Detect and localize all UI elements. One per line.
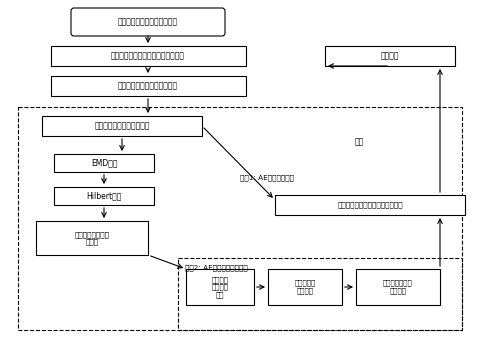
Text: 声发射信号小波分解与重构: 声发射信号小波分解与重构 bbox=[94, 121, 150, 131]
Text: EMD分解: EMD分解 bbox=[91, 158, 117, 168]
FancyBboxPatch shape bbox=[275, 195, 465, 215]
FancyBboxPatch shape bbox=[71, 8, 225, 36]
Text: 三点弯与声发射信号采集设备: 三点弯与声发射信号采集设备 bbox=[118, 18, 178, 26]
FancyBboxPatch shape bbox=[51, 76, 245, 96]
Text: 原始声发射信号高通滤波处理: 原始声发射信号高通滤波处理 bbox=[118, 82, 178, 90]
FancyBboxPatch shape bbox=[356, 269, 440, 305]
FancyBboxPatch shape bbox=[268, 269, 342, 305]
FancyBboxPatch shape bbox=[42, 116, 202, 136]
FancyBboxPatch shape bbox=[51, 46, 245, 66]
Text: 获取木材试件的弯曲损伤声发射信号: 获取木材试件的弯曲损伤声发射信号 bbox=[111, 52, 185, 60]
Text: 计算声发射
事件位置: 计算声发射 事件位置 bbox=[294, 280, 316, 294]
FancyBboxPatch shape bbox=[54, 154, 154, 172]
Text: 识别: 识别 bbox=[355, 138, 364, 146]
FancyBboxPatch shape bbox=[186, 269, 254, 305]
Text: 损伤状态: 损伤状态 bbox=[381, 52, 399, 60]
Text: 阶段2: AE信号特征分析过程: 阶段2: AE信号特征分析过程 bbox=[185, 264, 248, 271]
FancyBboxPatch shape bbox=[54, 187, 154, 205]
Text: 提取声发射信号
特征分析: 提取声发射信号 特征分析 bbox=[383, 280, 413, 294]
Text: 统计声发
射事件的
数量: 统计声发 射事件的 数量 bbox=[211, 276, 228, 298]
FancyBboxPatch shape bbox=[325, 46, 455, 66]
Text: 获取声发射信号瞬
时频率: 获取声发射信号瞬 时频率 bbox=[75, 231, 110, 245]
Text: 阶段1: AE信号降噪过程: 阶段1: AE信号降噪过程 bbox=[240, 174, 294, 181]
FancyBboxPatch shape bbox=[36, 221, 148, 255]
Text: Hilbert变换: Hilbert变换 bbox=[86, 191, 122, 201]
Text: 试件弯曲损伤过程的应力状态分析: 试件弯曲损伤过程的应力状态分析 bbox=[337, 202, 403, 208]
